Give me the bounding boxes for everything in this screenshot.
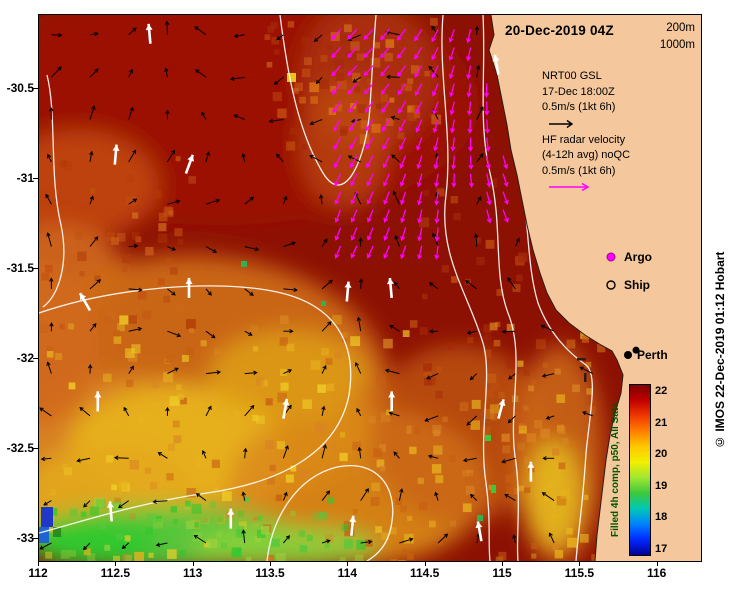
depth-label-1000m: 1000m — [659, 39, 695, 51]
gsl-current-vectors — [39, 20, 593, 551]
x-axis-tick-label: 116 — [647, 566, 667, 580]
map-plot-area: 20-Dec-2019 04Z 200m 1000m NRT00 GSL 17-… — [38, 14, 702, 562]
x-axis-tick-label: 112.5 — [100, 566, 131, 580]
perth-label: Perth — [637, 348, 668, 362]
colorbar-tick-label: 17 — [655, 543, 668, 555]
x-axis-tick — [656, 561, 658, 566]
y-axis-tick — [33, 177, 38, 179]
x-axis-tick-label: 112 — [28, 566, 48, 580]
perth-dot-icon — [624, 351, 632, 359]
x-axis-tick — [38, 561, 39, 566]
gsl-name: NRT00 GSL — [542, 70, 602, 82]
x-axis-tick — [502, 561, 504, 566]
argo-legend-row: Argo — [605, 243, 652, 271]
y-axis-tick-label: -32.5 — [6, 441, 34, 456]
plot-title: 20-Dec-2019 04Z — [505, 23, 614, 38]
sst-speckle — [39, 17, 612, 561]
x-axis-tick-label: 115 — [492, 566, 512, 580]
contour-lines — [39, 15, 593, 561]
hf-radar-vectors — [331, 28, 509, 260]
gsl-scale: 0.5m/s (1kt 6h) — [542, 101, 616, 113]
y-axis-tick — [33, 87, 38, 89]
copyright-credit: © IMOS 22-Dec-2019 01:12 Hobart — [713, 251, 727, 449]
gsl-scale-arrow-icon — [549, 119, 574, 128]
x-axis-tick — [192, 561, 194, 566]
hf-scale: 0.5m/s (1kt 6h) — [542, 164, 616, 177]
x-axis-tick-label: 114 — [337, 566, 358, 580]
colorbar-tick-label: 22 — [655, 385, 668, 397]
colorbar-tick-label: 18 — [655, 511, 668, 524]
colorbar-tick-label: 19 — [655, 479, 668, 492]
y-axis-tick — [33, 538, 38, 540]
perth-city-marker: Perth — [624, 348, 668, 362]
marker-legend: Argo Ship — [605, 243, 652, 299]
coastline — [488, 15, 624, 561]
hf-qualifier: (4-12h avg) noQC — [542, 149, 631, 161]
vector-legend: NRT00 GSL 17-Dec 18:00Z 0.5m/s (1kt 6h) … — [542, 69, 714, 196]
colorbar-label: Filled 4h comp, p50, All Sats — [610, 402, 621, 538]
x-axis-tick — [424, 561, 426, 566]
argo-marker-icon — [606, 252, 616, 262]
x-axis-tick-label: 113 — [182, 566, 203, 580]
sst-map-canvas — [39, 15, 701, 561]
y-axis-tick-label: -30.5 — [6, 80, 34, 95]
perth-map-dot — [632, 346, 640, 354]
colorbar-tick-label: 21 — [655, 416, 668, 429]
x-axis-tick — [270, 561, 271, 566]
x-axis-tick-label: 115.5 — [564, 566, 595, 580]
gsl-time: 17-Dec 18:00Z — [542, 85, 615, 98]
x-axis-tick-label: 113.5 — [255, 566, 285, 580]
hf-scale-arrow-icon — [549, 182, 590, 192]
depth-label-200m: 200m — [666, 22, 695, 34]
x-axis-tick — [579, 561, 581, 566]
bathymetry-depth-labels: 200m 1000m — [633, 20, 695, 54]
y-axis-tick — [33, 448, 38, 450]
ship-marker-icon — [606, 280, 616, 290]
y-axis-tick — [33, 268, 38, 270]
ship-legend-row: Ship — [605, 271, 652, 299]
colorbar-tick-label: 20 — [655, 448, 668, 461]
argo-label: Argo — [624, 250, 652, 264]
ship-label: Ship — [624, 278, 650, 292]
y-axis-tick-label: -31 — [16, 170, 34, 185]
x-axis-tick — [115, 561, 117, 566]
hf-name: HF radar velocity — [542, 133, 626, 146]
x-axis-tick-label: 114.5 — [409, 566, 440, 580]
y-axis-tick-label: -32 — [16, 351, 34, 366]
x-axis-tick — [347, 561, 349, 566]
colorbar-gradient — [629, 384, 651, 556]
y-axis-tick — [33, 358, 38, 360]
strong-current-vectors — [78, 23, 535, 542]
y-axis-tick-label: -31.5 — [6, 261, 34, 276]
y-axis-tick-label: -33 — [16, 531, 34, 546]
colorbar: Filled 4h comp, p50, All Sats 22 21 20 19 18… — [610, 384, 685, 560]
